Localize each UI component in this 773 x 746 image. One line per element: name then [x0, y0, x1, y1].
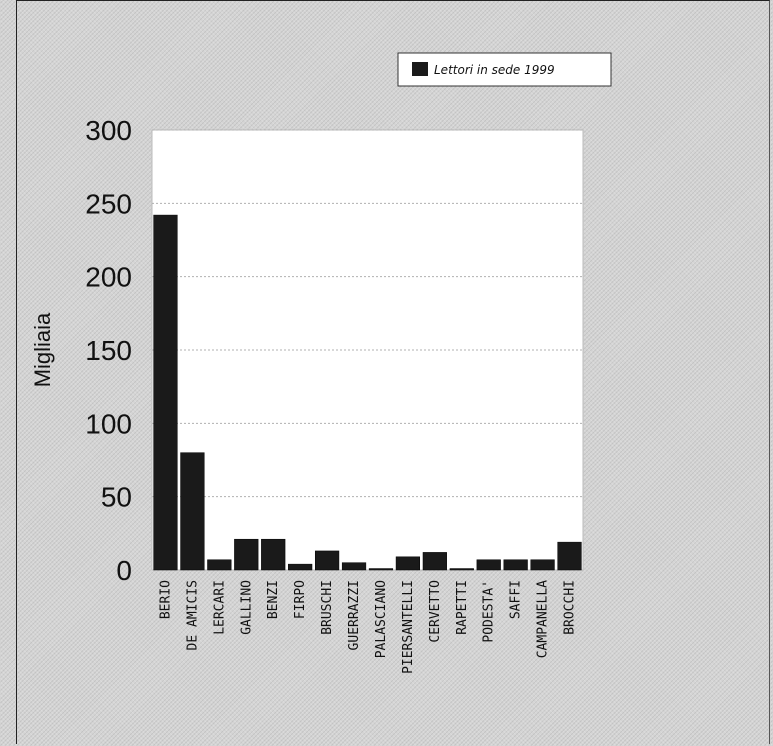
bars: [153, 214, 582, 571]
x-tick-label: SAFFI: [509, 580, 524, 619]
bar: [261, 538, 286, 571]
x-tick-label: FIRPO: [293, 580, 308, 619]
bar: [153, 214, 178, 571]
x-tick-label: RAPETTI: [455, 580, 470, 635]
bar: [449, 568, 474, 571]
x-tick-label: CAMPANELLA: [536, 580, 551, 658]
bar: [234, 538, 259, 571]
bar: [557, 541, 582, 571]
legend-swatch: [412, 62, 428, 76]
bar: [503, 559, 528, 571]
bar: [288, 563, 313, 571]
plot-area: [151, 129, 584, 571]
legend-box: [397, 52, 612, 87]
x-tick-label: BROCCHI: [563, 580, 578, 635]
bar: [341, 562, 367, 571]
x-tick-label: PODESTA': [482, 580, 497, 643]
y-tick-label: 300: [85, 115, 132, 146]
bar: [530, 559, 555, 571]
y-axis-label: Migliaia: [30, 312, 55, 387]
bar: [368, 568, 394, 571]
x-tick-label: BRUSCHI: [320, 580, 335, 635]
bar: [314, 550, 340, 571]
bar: [207, 559, 232, 571]
x-tick-label: BERIO: [158, 580, 173, 619]
x-tick-label: CERVETTO: [428, 580, 443, 643]
x-tick-label: LERCARI: [212, 580, 227, 635]
x-tick-label: GALLINO: [239, 580, 254, 635]
bar: [422, 552, 447, 571]
y-tick-label: 0: [116, 555, 132, 586]
y-tick-label: 100: [85, 408, 132, 439]
x-tick-label: DE AMICIS: [185, 580, 200, 650]
x-tick-label: GUERRAZZI: [347, 580, 362, 650]
y-tick-label: 200: [85, 262, 132, 293]
chart-frame: [16, 0, 770, 744]
y-tick-label: 50: [101, 482, 132, 513]
y-axis-ticks: 0 50 100 150 200 250 300: [85, 115, 132, 586]
bar: [395, 556, 421, 571]
y-tick-label: 250: [85, 188, 132, 219]
legend: Lettori in sede 1999: [397, 52, 612, 87]
category-labels: BERIO DE AMICIS LERCARI GALLINO BENZI FIRPO BR…: [158, 580, 577, 674]
bar: [180, 452, 205, 571]
legend-label: Lettori in sede 1999: [434, 63, 555, 77]
x-tick-label: PALASCIANO: [374, 580, 389, 658]
x-tick-label: BENZI: [266, 580, 281, 619]
bar: [476, 559, 501, 571]
y-tick-label: 150: [85, 335, 132, 366]
x-tick-label: PIERSANTELLI: [401, 580, 416, 674]
